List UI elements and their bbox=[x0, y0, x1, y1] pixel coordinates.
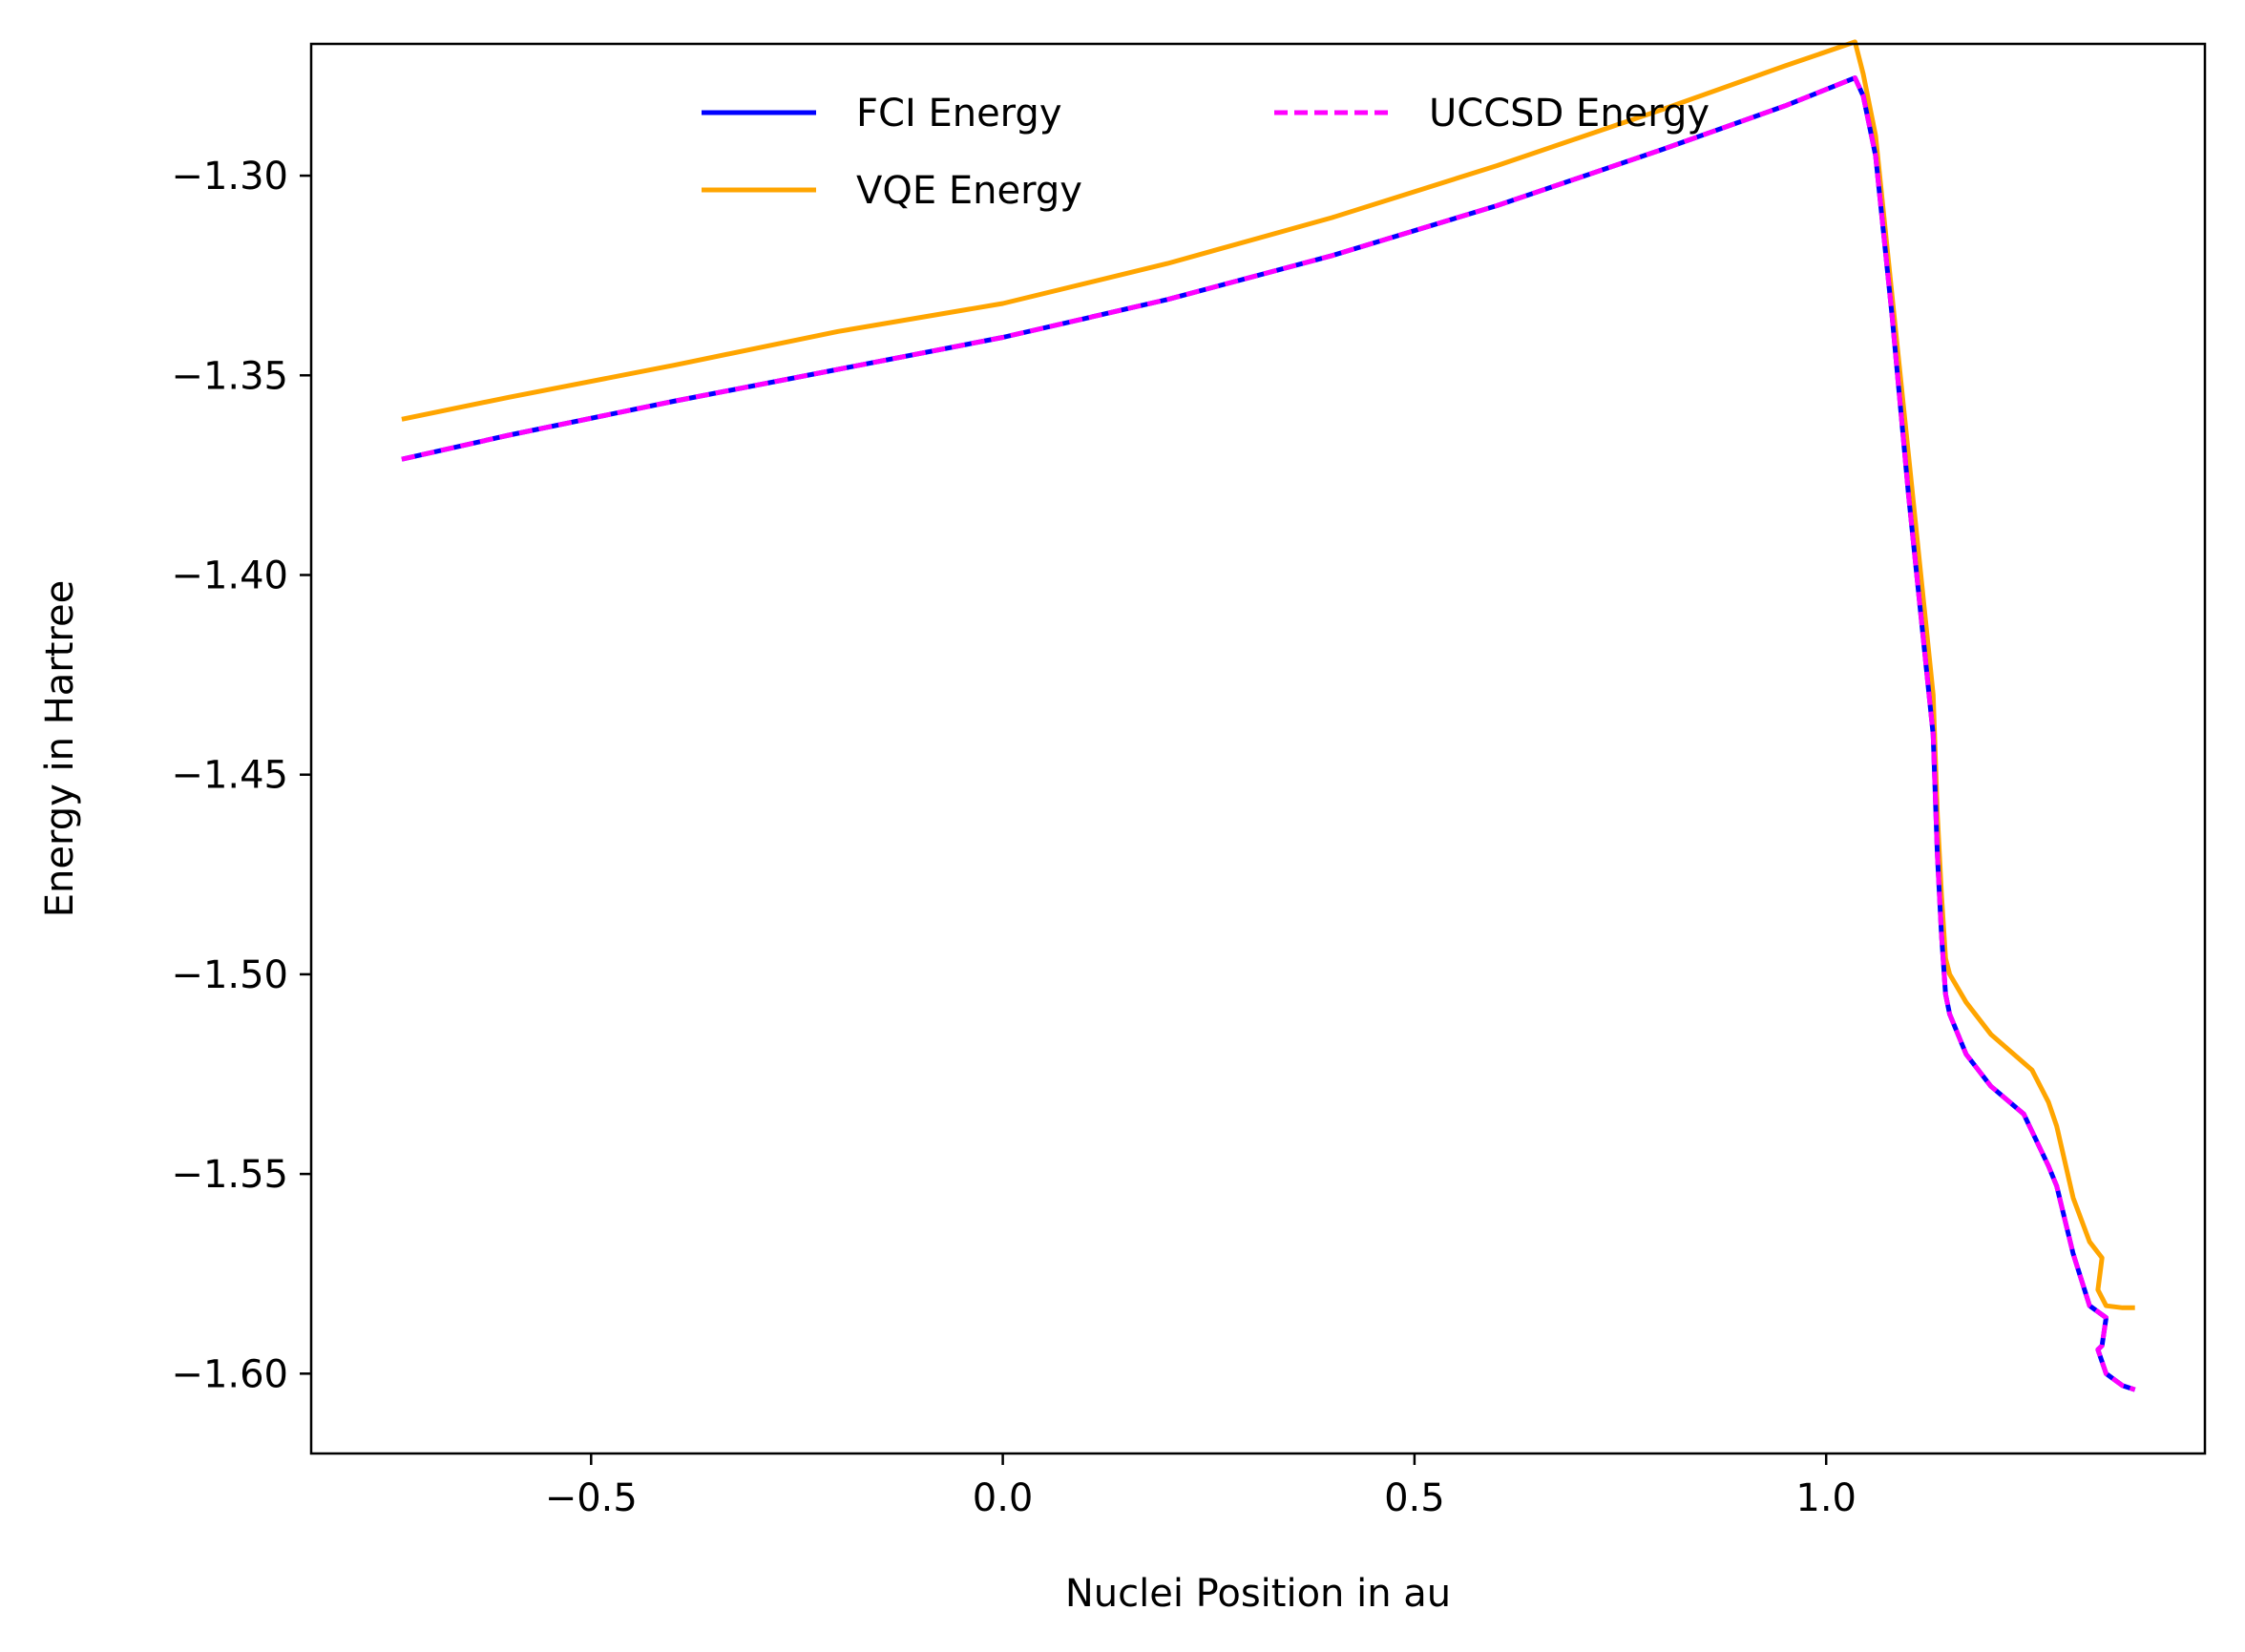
series-line-vqe-energy bbox=[401, 39, 2135, 1310]
y-tick-label: −1.45 bbox=[171, 754, 288, 798]
x-tick-label: 0.5 bbox=[1384, 1476, 1445, 1520]
y-tick-label: −1.35 bbox=[171, 354, 288, 398]
legend: FCI Energy VQE Energy UCCSD Energy bbox=[702, 92, 1710, 213]
x-axis: −0.5 0.0 0.5 1.0 bbox=[545, 1453, 1857, 1520]
legend-label: FCI Energy bbox=[856, 92, 1062, 136]
x-tick-label: 0.0 bbox=[973, 1476, 1034, 1520]
y-tick-label: −1.30 bbox=[171, 155, 288, 199]
plot-frame bbox=[309, 42, 2207, 1455]
x-axis-label: Nuclei Position in au bbox=[1065, 1572, 1451, 1616]
y-tick-label: −1.55 bbox=[171, 1153, 288, 1197]
y-axis: −1.30 −1.35 −1.40 −1.45 −1.50 −1.55 −1.60 bbox=[171, 155, 311, 1396]
legend-label: UCCSD Energy bbox=[1429, 92, 1710, 136]
y-tick-label: −1.50 bbox=[171, 953, 288, 997]
series-line-uccsd-energy bbox=[401, 75, 2136, 1392]
y-tick-label: −1.40 bbox=[171, 554, 288, 597]
y-axis-label: Energy in Hartree bbox=[38, 580, 82, 917]
x-tick-label: 1.0 bbox=[1795, 1476, 1857, 1520]
legend-label: VQE Energy bbox=[856, 169, 1082, 213]
x-tick-label: −0.5 bbox=[545, 1476, 638, 1520]
y-tick-label: −1.60 bbox=[171, 1352, 288, 1396]
plot-lines bbox=[401, 39, 2136, 1392]
